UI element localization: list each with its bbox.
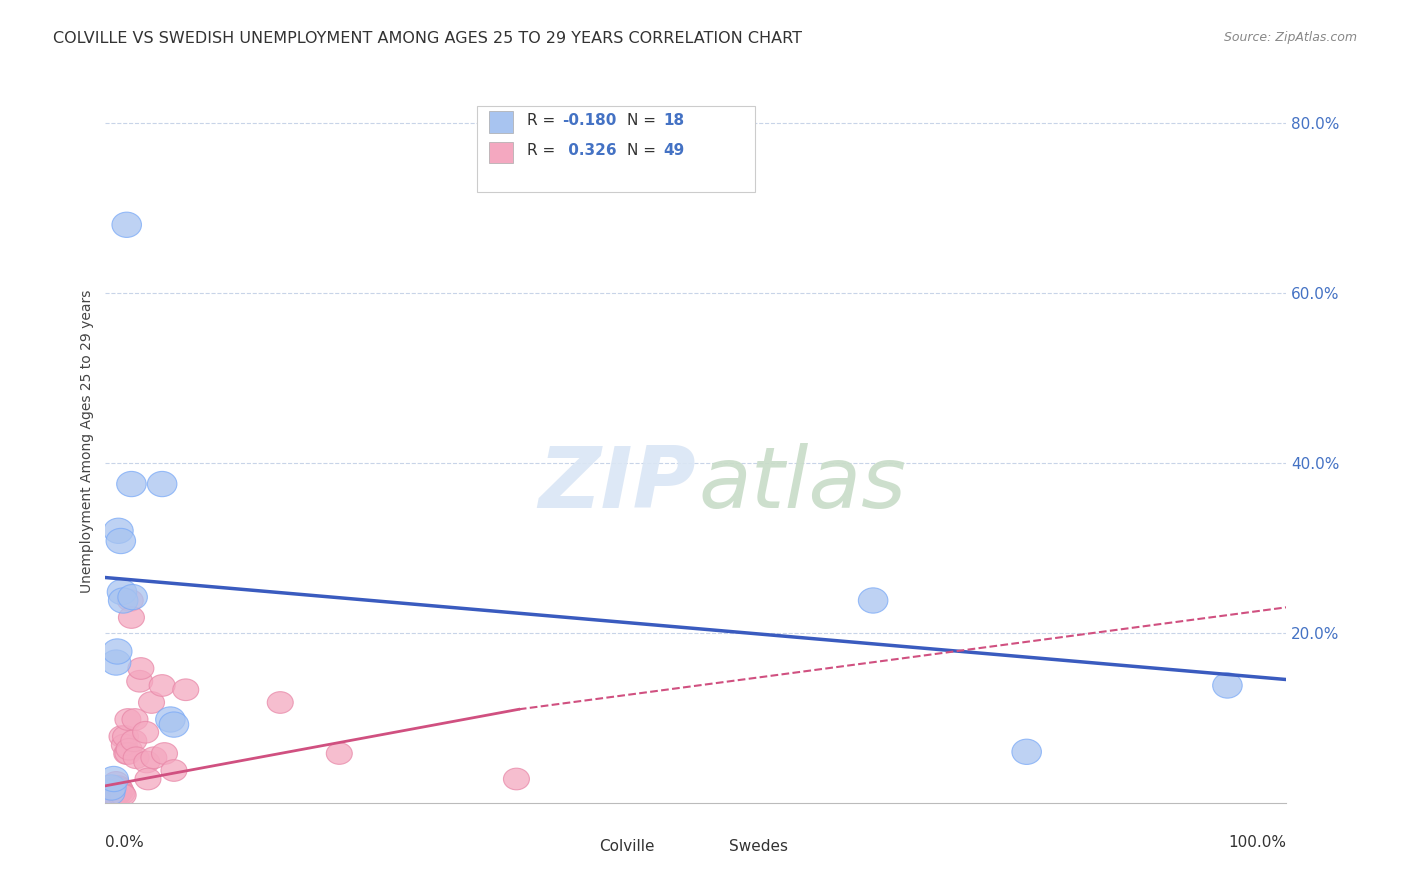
- Ellipse shape: [103, 785, 129, 807]
- Text: atlas: atlas: [699, 443, 907, 526]
- Text: N =: N =: [627, 143, 661, 158]
- Ellipse shape: [1012, 739, 1042, 764]
- Ellipse shape: [135, 768, 160, 789]
- Ellipse shape: [139, 691, 165, 714]
- FancyBboxPatch shape: [489, 112, 513, 133]
- Ellipse shape: [121, 730, 146, 752]
- Ellipse shape: [111, 734, 138, 756]
- Ellipse shape: [128, 657, 153, 680]
- Ellipse shape: [159, 712, 188, 738]
- Text: R =: R =: [527, 143, 560, 158]
- Text: COLVILLE VS SWEDISH UNEMPLOYMENT AMONG AGES 25 TO 29 YEARS CORRELATION CHART: COLVILLE VS SWEDISH UNEMPLOYMENT AMONG A…: [53, 31, 803, 46]
- Ellipse shape: [134, 751, 160, 772]
- Ellipse shape: [101, 650, 131, 675]
- Ellipse shape: [108, 780, 134, 802]
- Text: 49: 49: [662, 143, 685, 158]
- Ellipse shape: [141, 747, 167, 769]
- Ellipse shape: [152, 743, 177, 764]
- Text: 0.0%: 0.0%: [105, 835, 145, 850]
- Ellipse shape: [108, 588, 138, 613]
- Ellipse shape: [104, 518, 134, 543]
- Ellipse shape: [96, 780, 125, 805]
- Ellipse shape: [149, 674, 176, 697]
- Ellipse shape: [115, 708, 141, 731]
- Ellipse shape: [98, 766, 128, 791]
- Ellipse shape: [105, 776, 131, 797]
- Text: 0.326: 0.326: [562, 143, 616, 158]
- FancyBboxPatch shape: [478, 105, 755, 193]
- Ellipse shape: [101, 783, 128, 805]
- Ellipse shape: [115, 743, 141, 764]
- Ellipse shape: [101, 779, 127, 800]
- Text: Colville: Colville: [599, 838, 655, 854]
- Ellipse shape: [97, 781, 124, 804]
- Ellipse shape: [105, 782, 131, 805]
- Ellipse shape: [122, 708, 148, 731]
- Ellipse shape: [118, 607, 145, 628]
- Ellipse shape: [173, 679, 198, 700]
- Ellipse shape: [112, 212, 142, 237]
- Text: Swedes: Swedes: [730, 838, 787, 854]
- Ellipse shape: [94, 788, 121, 809]
- Ellipse shape: [101, 776, 128, 797]
- Ellipse shape: [110, 726, 135, 747]
- Ellipse shape: [1212, 673, 1243, 698]
- Ellipse shape: [117, 471, 146, 497]
- Text: Source: ZipAtlas.com: Source: ZipAtlas.com: [1223, 31, 1357, 45]
- Text: 100.0%: 100.0%: [1229, 835, 1286, 850]
- FancyBboxPatch shape: [489, 142, 513, 163]
- Text: ZIP: ZIP: [538, 443, 696, 526]
- Ellipse shape: [156, 706, 186, 732]
- Ellipse shape: [858, 588, 889, 613]
- Text: 18: 18: [662, 112, 685, 128]
- Ellipse shape: [127, 671, 153, 692]
- Ellipse shape: [114, 743, 139, 764]
- Ellipse shape: [105, 528, 135, 554]
- Ellipse shape: [132, 722, 159, 743]
- Ellipse shape: [117, 590, 143, 611]
- Ellipse shape: [94, 785, 121, 807]
- Ellipse shape: [97, 788, 124, 809]
- Ellipse shape: [326, 743, 353, 764]
- Ellipse shape: [124, 747, 149, 769]
- Ellipse shape: [100, 785, 125, 807]
- Y-axis label: Unemployment Among Ages 25 to 29 years: Unemployment Among Ages 25 to 29 years: [80, 290, 94, 593]
- Text: R =: R =: [527, 112, 560, 128]
- Ellipse shape: [97, 779, 124, 800]
- FancyBboxPatch shape: [696, 835, 720, 855]
- Ellipse shape: [117, 739, 142, 760]
- Ellipse shape: [112, 726, 139, 747]
- Ellipse shape: [96, 783, 122, 805]
- Text: N =: N =: [627, 112, 661, 128]
- Ellipse shape: [100, 780, 125, 802]
- Ellipse shape: [118, 584, 148, 610]
- Ellipse shape: [103, 639, 132, 665]
- Ellipse shape: [101, 781, 127, 804]
- Ellipse shape: [103, 772, 129, 793]
- Ellipse shape: [96, 780, 122, 802]
- Ellipse shape: [107, 778, 132, 799]
- Ellipse shape: [267, 691, 294, 714]
- FancyBboxPatch shape: [567, 835, 589, 855]
- Ellipse shape: [97, 775, 127, 800]
- Ellipse shape: [503, 768, 530, 789]
- Ellipse shape: [110, 782, 135, 805]
- Ellipse shape: [98, 783, 124, 805]
- Text: -0.180: -0.180: [562, 112, 617, 128]
- Ellipse shape: [110, 784, 136, 806]
- Ellipse shape: [148, 471, 177, 497]
- Ellipse shape: [104, 780, 131, 802]
- Ellipse shape: [160, 760, 187, 781]
- Ellipse shape: [107, 579, 136, 605]
